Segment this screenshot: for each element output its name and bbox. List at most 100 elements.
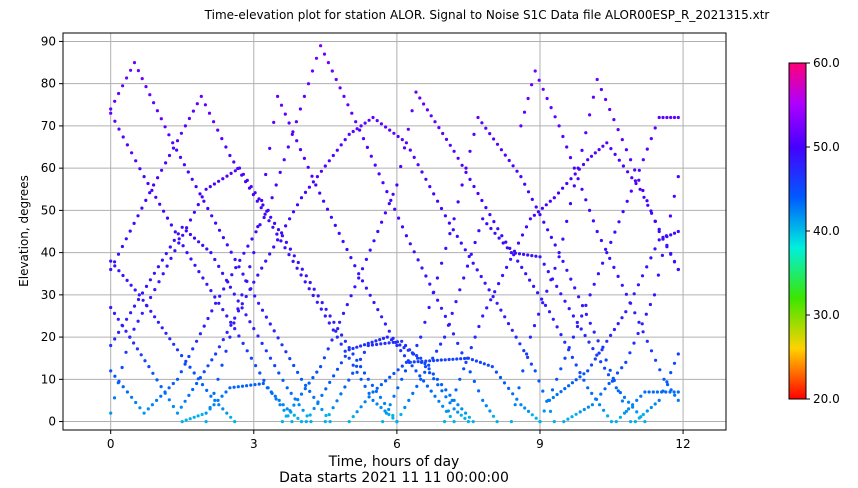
colorbar-tick-label: 60.0 — [813, 56, 840, 70]
data-point — [172, 342, 176, 346]
data-point — [201, 243, 205, 247]
data-point — [507, 158, 511, 163]
data-point — [452, 149, 456, 153]
data-point — [463, 356, 467, 361]
data-point — [312, 395, 316, 399]
data-point — [625, 199, 629, 203]
data-point — [165, 264, 169, 268]
data-point — [315, 175, 319, 179]
data-point — [316, 294, 320, 298]
data-point — [332, 374, 336, 378]
data-point — [509, 420, 513, 424]
data-point — [311, 293, 315, 298]
data-point — [320, 301, 324, 305]
data-point — [260, 308, 265, 312]
data-point — [169, 256, 173, 260]
data-point — [184, 229, 188, 233]
data-point — [362, 343, 367, 347]
data-point — [319, 365, 323, 369]
data-point — [308, 389, 312, 393]
data-point — [570, 415, 574, 419]
data-point — [429, 114, 433, 118]
data-point — [130, 395, 134, 399]
data-point — [367, 391, 371, 395]
data-point — [432, 377, 436, 381]
data-point — [591, 95, 596, 99]
data-point — [435, 377, 439, 381]
data-point — [668, 214, 673, 218]
data-point — [312, 406, 316, 411]
data-point — [384, 379, 388, 383]
data-point — [528, 217, 533, 221]
data-point — [267, 219, 271, 223]
data-point — [515, 397, 519, 401]
data-point — [256, 334, 260, 338]
data-point — [582, 372, 586, 376]
data-point — [380, 220, 384, 224]
data-point — [456, 200, 460, 204]
data-point — [286, 145, 290, 149]
data-point — [206, 206, 210, 211]
data-point — [436, 383, 440, 387]
data-point — [653, 126, 657, 130]
data-point — [672, 361, 677, 365]
y-axis-ticks: 0 10 20 30 40 50 60 70 80 90 — [41, 34, 63, 429]
data-point — [336, 327, 340, 331]
data-point — [175, 348, 180, 352]
data-point — [257, 197, 261, 201]
data-point — [383, 341, 387, 345]
data-point — [326, 347, 330, 351]
data-point — [232, 385, 236, 389]
data-point — [414, 369, 418, 373]
data-point — [524, 225, 529, 229]
data-point — [455, 234, 459, 238]
data-point — [207, 111, 212, 115]
data-point — [189, 257, 193, 261]
data-point — [229, 323, 233, 327]
data-point — [262, 378, 266, 382]
data-point — [355, 364, 359, 368]
data-point — [132, 221, 136, 225]
data-point — [156, 265, 160, 269]
data-point — [210, 214, 214, 218]
data-point — [116, 381, 120, 385]
data-point — [145, 304, 149, 308]
data-point — [451, 228, 455, 232]
data-point — [388, 375, 392, 379]
data-point — [412, 155, 416, 159]
data-point — [339, 342, 343, 346]
data-point — [609, 420, 614, 424]
data-point — [361, 137, 366, 141]
data-point — [242, 251, 246, 255]
data-point — [291, 210, 296, 214]
data-point — [389, 198, 393, 202]
data-point — [579, 327, 583, 331]
data-point — [302, 94, 306, 98]
data-point — [455, 357, 459, 361]
data-point — [492, 220, 496, 224]
data-point — [272, 245, 276, 249]
data-point — [400, 364, 404, 368]
data-point — [586, 405, 591, 409]
data-point — [495, 301, 499, 305]
data-point — [620, 399, 625, 403]
data-point — [177, 237, 181, 241]
data-point — [210, 309, 214, 313]
data-point — [584, 198, 588, 202]
data-point — [338, 86, 342, 90]
data-point — [599, 392, 603, 396]
data-point — [480, 121, 484, 125]
data-point — [669, 371, 673, 375]
data-point — [665, 380, 669, 384]
data-point — [347, 356, 351, 360]
data-point — [324, 413, 328, 418]
data-point — [368, 248, 372, 252]
data-point — [561, 134, 565, 139]
data-point — [519, 403, 523, 407]
data-point — [379, 122, 383, 126]
data-point — [418, 96, 422, 100]
data-point — [184, 418, 188, 422]
data-point — [116, 317, 120, 321]
data-point — [606, 373, 611, 377]
